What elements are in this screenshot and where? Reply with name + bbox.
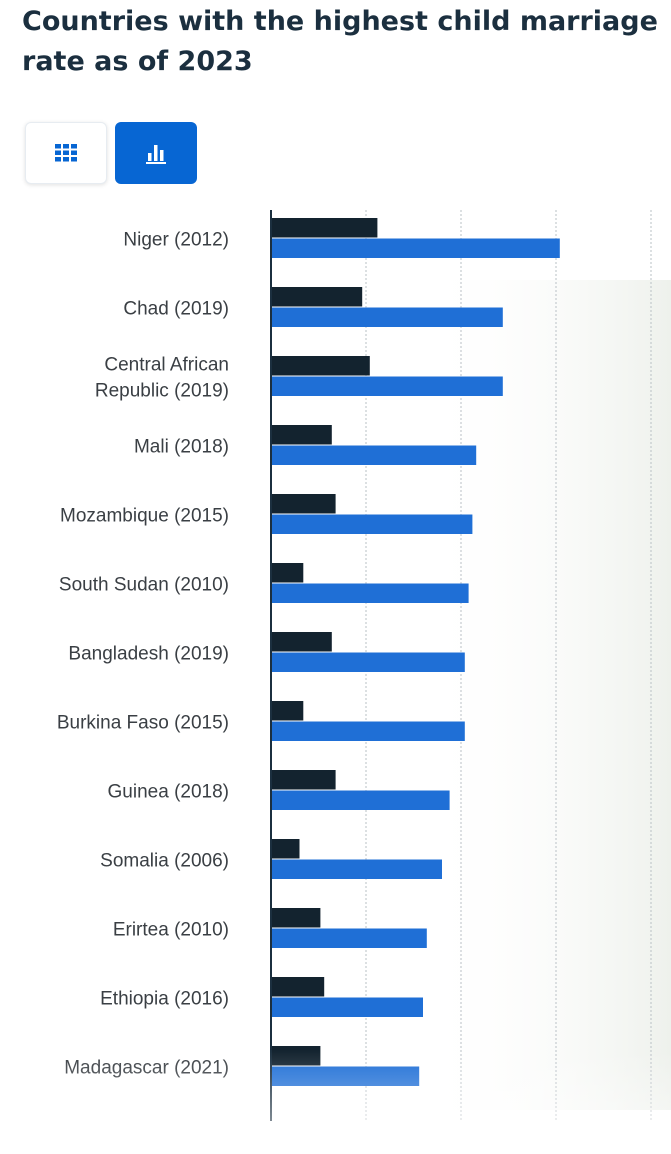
bar-dark [271,701,304,721]
bar-blue [271,652,465,672]
category-label: Erirtea (2010) [113,920,229,941]
background-shading [420,280,671,1110]
bottom-fade [0,1050,671,1140]
bar-dark [271,977,325,997]
bar-blue [271,721,465,741]
category-label: Ethiopia (2016) [100,989,229,1010]
bar-blue [271,514,473,534]
category-label: Mali (2018) [134,437,229,458]
category-label: Bangladesh (2019) [68,644,229,665]
bar-blue [271,445,477,465]
bar-blue [271,583,469,603]
bar-blue [271,307,503,327]
bar-chart-icon [146,145,166,164]
category-label: Niger (2012) [123,230,229,251]
bar-dark [271,563,304,583]
bar-dark [271,908,321,928]
bar-chart: Niger (2012) Chad (2019) Central African Re… [0,210,671,1140]
bar-blue [271,790,450,810]
bar-blue [271,928,427,948]
bar-dark [271,494,336,514]
bar-blue [271,376,503,396]
category-label: Republic (2019) [95,381,229,402]
table-view-button[interactable] [25,122,107,184]
chart-title: Countries with the highest child marriag… [22,6,658,77]
bar-dark [271,218,378,238]
bar-dark [271,632,332,652]
category-label: Guinea (2018) [108,782,229,803]
bar-dark [271,356,370,376]
category-label: Mozambique (2015) [60,506,229,527]
bar-dark [271,425,332,445]
bar-blue [271,238,560,258]
category-labels: Niger (2012) Chad (2019) Central African Re… [57,230,229,1079]
chart-view-button[interactable] [115,122,197,184]
bar-dark [271,287,363,307]
bar-blue [271,859,442,879]
bar-blue [271,997,423,1017]
category-label: Central African [104,355,229,376]
category-label: South Sudan (2010) [59,575,229,596]
bar-dark [271,770,336,790]
bar-dark [271,839,300,859]
category-label: Chad (2019) [123,299,229,320]
grid-icon [55,144,77,162]
category-label: Somalia (2006) [100,851,229,872]
category-label: Burkina Faso (2015) [57,713,229,734]
bars [271,218,560,1086]
